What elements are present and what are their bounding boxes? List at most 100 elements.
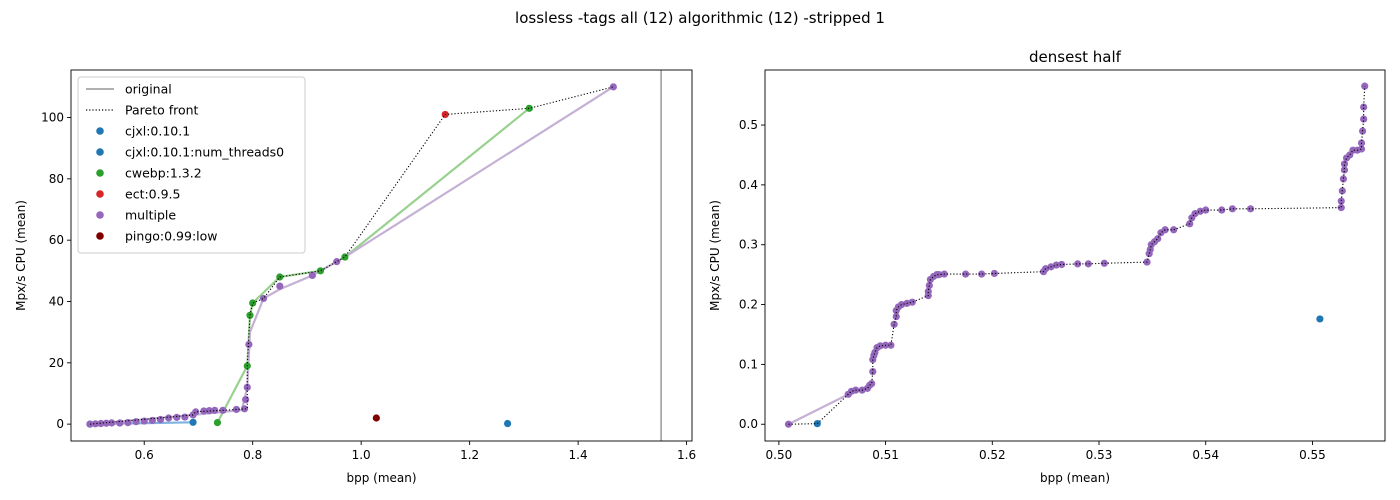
point-multiple-25 <box>925 281 933 290</box>
y-tick-label-0: 0 <box>56 417 64 431</box>
y-tick-label-1: 0.1 <box>739 357 758 371</box>
point-multiple-37 <box>1052 261 1060 269</box>
point-multiple-73 <box>1360 103 1368 111</box>
point-multiple-12 <box>173 413 181 421</box>
x-tick-label-4: 0.54 <box>1192 448 1219 462</box>
legend-box <box>77 76 306 254</box>
series-line-multiple <box>787 393 849 426</box>
pareto-front-line <box>788 86 1366 425</box>
point-multiple-13 <box>876 342 884 350</box>
x-tick-label-3: 1.2 <box>460 448 479 462</box>
point-cwebp-1-3-2-2 <box>246 311 254 319</box>
plot-area <box>86 70 662 441</box>
plot-area <box>784 82 1369 428</box>
point-cwebp-1-3-2-0 <box>213 419 222 427</box>
legend-label-original: original <box>125 82 172 97</box>
right-chart-panel: 0.50 0.51 0.52 0.53 0.54 0.55 0.0 0.1 0.2 0.3 0.4 0… <box>708 48 1386 485</box>
legend-label-pingo-0-99-low: pingo:0.99:low <box>125 229 218 244</box>
point-multiple-15 <box>887 341 895 349</box>
point-multiple-40 <box>1084 260 1092 268</box>
point-multiple-15 <box>192 408 200 416</box>
legend-label-ect-0-9-5: ect:0.9.5 <box>125 187 180 202</box>
legend-swatch-multiple <box>96 211 104 219</box>
x-tick-label-1: 0.8 <box>243 448 262 462</box>
x-tick-label-1: 0.51 <box>872 448 899 462</box>
point-multiple-22 <box>242 396 250 404</box>
point-multiple-69 <box>1357 145 1366 153</box>
axes-frame <box>764 69 1386 442</box>
point-cwebp-1-3-2-3 <box>249 299 257 307</box>
y-tick-label-0: 0.0 <box>739 417 758 431</box>
point-multiple-6 <box>124 419 132 427</box>
legend: original Pareto front cjxl:0.10.1 cjxl:0.10… <box>77 76 306 254</box>
legend-label-cjxl-0-10-1: cjxl:0.10.1 <box>125 124 190 139</box>
y-axis-label: Mpx/s CPU (mean) <box>708 200 722 311</box>
legend-label-pareto-front: Pareto front <box>125 103 199 118</box>
point-multiple-22 <box>908 298 916 306</box>
point-multiple-16 <box>890 320 898 328</box>
point-multiple-4 <box>108 419 116 427</box>
y-tick-label-3: 60 <box>49 233 64 247</box>
point-multiple-28 <box>333 258 341 266</box>
point-multiple-13 <box>181 413 189 421</box>
legend-swatch-pingo-0-99-low <box>96 232 104 240</box>
point-multiple-25 <box>259 294 268 303</box>
point-cjxl-0-10-1-1 <box>189 418 197 426</box>
point-multiple-39 <box>1074 260 1082 268</box>
legend-label-multiple: multiple <box>125 208 176 223</box>
legend-swatch-cwebp-1-3-2 <box>96 169 104 177</box>
y-tick-label-1: 20 <box>49 356 64 370</box>
point-multiple-0 <box>784 420 793 428</box>
point-multiple-60 <box>1337 197 1345 205</box>
point-multiple-58 <box>1246 205 1255 213</box>
point-multiple-72 <box>1360 115 1368 123</box>
x-tick-label-5: 0.55 <box>1299 448 1326 462</box>
x-tick-label-0: 0.50 <box>766 448 793 462</box>
point-multiple-17 <box>205 407 213 415</box>
point-multiple-64 <box>1340 160 1349 168</box>
point-multiple-59 <box>1337 204 1345 212</box>
axes-frame <box>70 69 693 442</box>
legend-swatch-cjxl-0-10-1 <box>96 127 104 135</box>
point-multiple-10 <box>156 415 165 424</box>
chart-title: densest half <box>1029 48 1122 66</box>
point-multiple-18 <box>211 406 219 414</box>
point-multiple-29 <box>935 271 943 279</box>
point-multiple-23 <box>243 383 251 391</box>
legend-label-cwebp-1-3-2: cwebp:1.3.2 <box>125 166 202 181</box>
point-multiple-21 <box>240 405 249 413</box>
point-multiple-31 <box>962 270 970 278</box>
point-multiple-47 <box>1154 235 1162 243</box>
x-axis-label: bpp (mean) <box>346 471 416 485</box>
point-multiple-74 <box>1361 82 1369 90</box>
point-multiple-17 <box>892 312 900 321</box>
x-tick-label-3: 0.53 <box>1086 448 1113 462</box>
point-multiple-50 <box>1170 226 1178 234</box>
x-tick-label-2: 0.52 <box>979 448 1006 462</box>
point-multiple-26 <box>276 282 284 290</box>
x-tick-label-2: 1.0 <box>352 448 371 462</box>
point-multiple-63 <box>1340 166 1349 174</box>
point-multiple-5 <box>116 419 124 427</box>
x-tick-label-0: 0.6 <box>135 448 154 462</box>
x-axis-label: bpp (mean) <box>1040 471 1110 485</box>
x-tick-label-4: 1.4 <box>569 448 588 462</box>
point-multiple-2 <box>97 419 105 428</box>
point-multiple-29 <box>609 83 617 91</box>
point-cjxl-0-10-1-1 <box>1316 315 1324 323</box>
point-multiple-56 <box>1218 206 1226 214</box>
point-multiple-11 <box>165 414 173 422</box>
point-multiple-7 <box>868 379 876 388</box>
point-cwebp-1-3-2-5 <box>316 267 325 275</box>
point-multiple-1 <box>91 420 100 428</box>
y-tick-label-2: 0.2 <box>739 298 758 312</box>
point-cjxl-0-10-1-2 <box>503 419 512 428</box>
y-tick-label-5: 0.5 <box>739 118 758 132</box>
figure-suptitle: lossless -tags all (12) algorithmic (12)… <box>515 9 885 27</box>
point-multiple-41 <box>1100 259 1108 267</box>
legend-label-cjxl-0-10-1-num-threads0: cjxl:0.10.1:num_threads0 <box>125 145 284 160</box>
x-tick-label-5: 1.6 <box>677 448 696 462</box>
left-chart-panel: 0.6 0.8 1.0 1.2 1.4 1.6 0 20 40 60 80 100 bpp (mean)… <box>14 69 696 485</box>
y-tick-label-4: 80 <box>49 172 64 186</box>
